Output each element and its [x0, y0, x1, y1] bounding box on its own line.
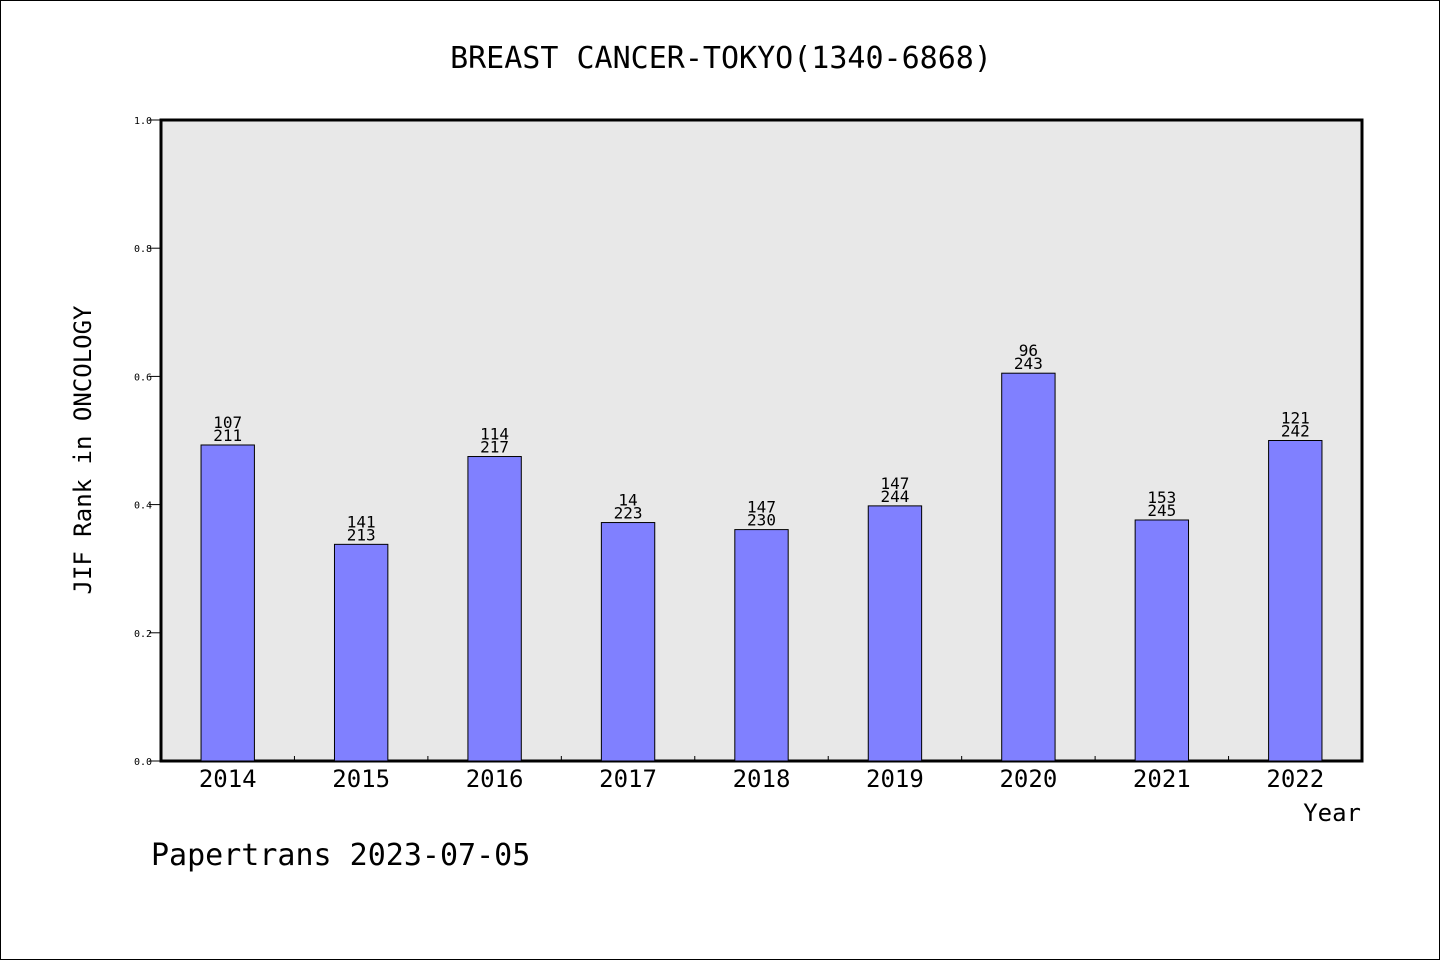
- x-tick-label: 2015: [332, 765, 390, 793]
- data-label-bottom: 213: [347, 525, 376, 544]
- bar-2022: [1268, 440, 1323, 762]
- y-tick-label: 0.8: [134, 244, 152, 255]
- x-tick-label: 2020: [999, 765, 1057, 793]
- bar-2021: [1134, 519, 1190, 762]
- bar-2018: [734, 529, 789, 762]
- bar-2017: [600, 522, 656, 762]
- data-label-top: 147: [747, 498, 776, 517]
- footer-credit: Papertrans 2023-07-05: [151, 838, 530, 873]
- y-tick-label: 0.0: [134, 757, 152, 768]
- bar-2019: [867, 505, 923, 762]
- data-label-bottom: 245: [1147, 501, 1176, 520]
- y-tick-label: 0.2: [134, 629, 152, 640]
- x-tick-label: 2016: [466, 765, 524, 793]
- y-axis-label: JIF Rank in ONCOLOGY: [69, 305, 97, 595]
- x-tick-label: 2021: [1133, 765, 1191, 793]
- x-axis-label: Year: [1303, 799, 1361, 827]
- data-label-top: 153: [1147, 488, 1176, 507]
- y-axis: 0.0 0.2 0.4 0.6 0.8 1.0: [134, 116, 161, 768]
- chart-title: BREAST CANCER-TOKYO(1340-6868): [450, 41, 992, 76]
- data-label-top: 114: [480, 425, 509, 444]
- bar-2020: [1001, 372, 1056, 762]
- y-tick-label: 0.6: [134, 372, 152, 383]
- data-label-bottom: 244: [880, 487, 909, 506]
- data-label-top: 14: [618, 491, 637, 510]
- y-tick-label: 1.0: [134, 116, 152, 127]
- data-label-bottom: 223: [614, 504, 643, 523]
- x-tick-label: 2022: [1266, 765, 1324, 793]
- x-tick-label: 2017: [599, 765, 657, 793]
- data-label-top: 141: [347, 512, 376, 531]
- bar-2015: [333, 543, 389, 762]
- data-label-bottom: 211: [213, 426, 242, 445]
- data-label-top: 121: [1281, 409, 1310, 428]
- data-label-top: 147: [880, 474, 909, 493]
- bar-2014: [200, 444, 255, 762]
- data-label-bottom: 243: [1014, 354, 1043, 373]
- x-axis: 2014 2015 2016 2017 2018 2019 2020 2021 2022: [199, 756, 1324, 793]
- x-tick-label: 2018: [733, 765, 791, 793]
- data-label-bottom: 217: [480, 438, 509, 457]
- data-label-top: 96: [1019, 341, 1038, 360]
- x-tick-label: 2019: [866, 765, 924, 793]
- bar-2016: [467, 456, 522, 762]
- y-tick-label: 0.4: [134, 501, 152, 512]
- data-label-bottom: 242: [1281, 422, 1310, 441]
- x-tick-label: 2014: [199, 765, 257, 793]
- data-label-top: 107: [213, 413, 242, 432]
- data-label-bottom: 230: [747, 511, 776, 530]
